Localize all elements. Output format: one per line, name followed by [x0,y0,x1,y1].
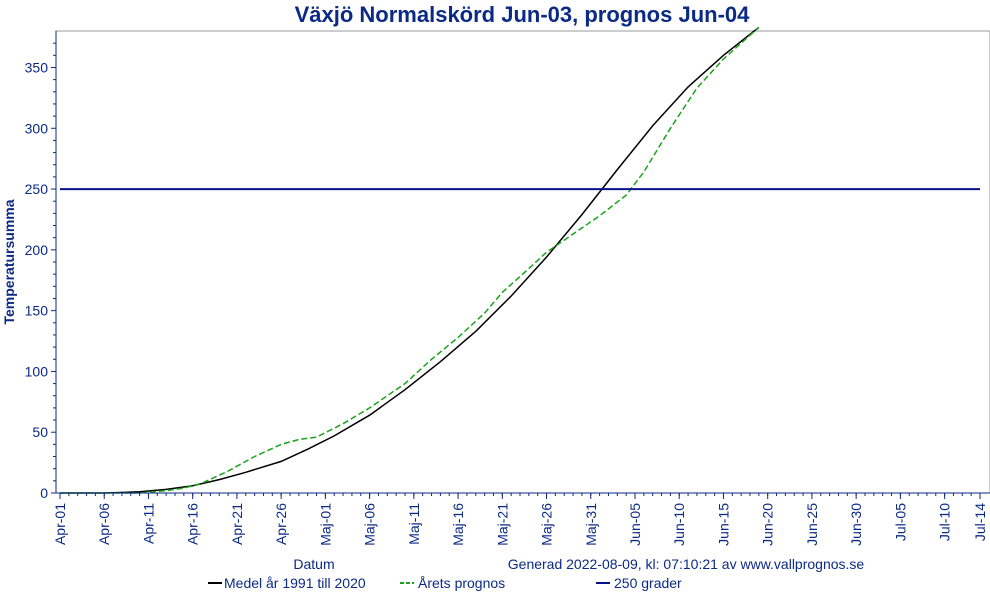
x-tick-label: Maj-06 [362,503,378,546]
y-tick-label: 100 [25,363,49,379]
x-tick-label: Apr-16 [185,503,201,545]
x-tick-label: Jun-30 [848,503,864,546]
x-tick-label: Jul-05 [892,503,908,541]
x-tick-label: Jun-10 [671,503,687,546]
footer-note: Generad 2022-08-09, kl: 07:10:21 av www.… [508,556,865,572]
axis-layer: 0 50 100 150 200 250 300 350 Apr-01 Apr-06 Apr-11 A… [25,31,990,546]
x-tick-label: Jun-05 [627,503,643,546]
x-tick-label: Jul-10 [937,503,953,541]
chart-title: Växjö Normalskörd Jun-03, prognos Jun-04 [295,2,751,27]
y-tick-label: 250 [25,181,49,197]
series-line-1 [60,26,760,494]
legend-label-1: Årets prognos [418,575,505,591]
x-tick-label: Apr-01 [52,503,68,545]
x-tick-label: Jun-20 [760,503,776,546]
y-tick-label: 200 [25,242,49,258]
legend: Medel år 1991 till 2020 Årets prognos 250 … [208,575,682,591]
y-axis-label: Temperatursumma [1,199,17,324]
series-line-0 [60,26,760,494]
x-tick-label: Apr-21 [229,503,245,545]
x-tick-label: Maj-16 [450,503,466,546]
x-tick-label: Apr-06 [96,503,112,545]
plot-area-frame [55,30,990,494]
x-tick-label: Jun-15 [715,503,731,546]
x-tick-label: Jul-14 [972,503,988,541]
legend-label-0: Medel år 1991 till 2020 [224,575,366,591]
x-tick-label: Maj-11 [406,503,422,545]
y-tick-label: 300 [25,120,49,136]
y-tick-label: 150 [25,303,49,319]
y-tick-label: 350 [25,59,49,75]
series-layer [60,26,980,494]
y-tick-label: 50 [32,424,48,440]
legend-label-2: 250 grader [614,575,682,591]
x-axis-label: Datum [293,556,334,572]
x-tick-label: Maj-31 [583,503,599,546]
x-tick-label: Apr-26 [273,503,289,545]
x-tick-label: Maj-21 [494,503,510,546]
x-tick-label: Maj-26 [539,503,555,546]
y-tick-label: 0 [40,485,48,501]
x-tick-label: Maj-01 [317,503,333,546]
x-tick-label: Jun-25 [804,503,820,546]
x-tick-label: Apr-11 [140,503,156,544]
